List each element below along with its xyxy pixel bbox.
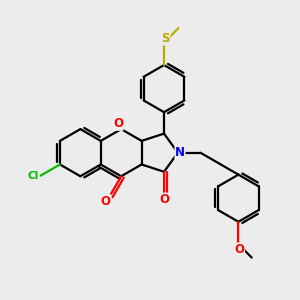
Text: O: O [100, 195, 111, 208]
Text: S: S [161, 32, 170, 45]
Text: O: O [159, 193, 169, 206]
Text: N: N [175, 146, 185, 159]
Text: Cl: Cl [28, 171, 39, 181]
Text: O: O [113, 117, 123, 130]
Text: O: O [235, 243, 244, 256]
